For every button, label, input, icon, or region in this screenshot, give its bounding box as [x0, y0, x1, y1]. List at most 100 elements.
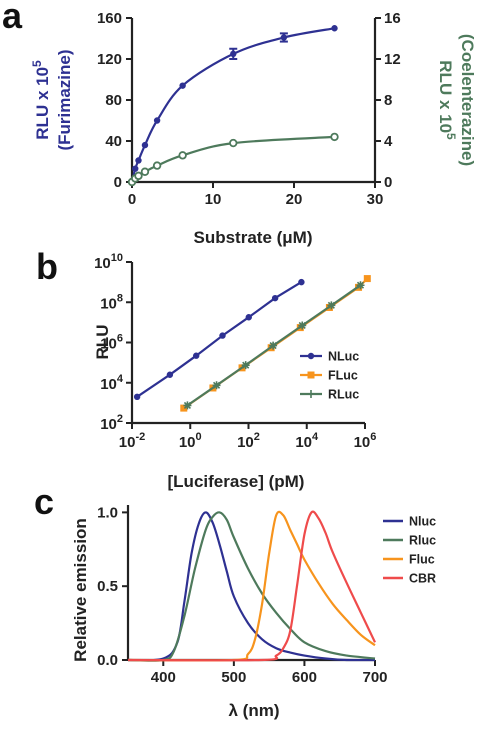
panel-b-RLuc-point [241, 361, 250, 370]
tick-exponent: 10 [111, 252, 123, 264]
panel-c-series-Fluc-line [127, 510, 376, 662]
panel-a-y2tick-label: 16 [384, 10, 401, 27]
panel-label-b: b [36, 246, 58, 287]
panel-a-series-0-point [331, 25, 338, 32]
panel-b-xlabel: [Luciferase] (pM) [168, 472, 305, 491]
panel-c-ytick-label: 0.5 [97, 578, 118, 595]
panel-b-FLuc-point [180, 404, 188, 412]
panel-b-xtick-label: 10-2 [119, 431, 145, 451]
panel-c-legend-Nluc-label: Nluc [409, 515, 436, 529]
tick-exponent: 8 [117, 292, 123, 304]
panel-a-y2tick-label: 12 [384, 51, 401, 68]
panel-c-series-Rluc-line [127, 511, 376, 662]
panel-b-ytick-label: 106 [100, 333, 123, 353]
panel-b-ytick-label: 108 [100, 292, 123, 312]
panel-b-ytick-label: 104 [100, 373, 124, 393]
panel-b-RLuc-point [212, 381, 221, 390]
panel-b-xtick-label: 104 [295, 431, 319, 451]
panel-c: c Relative emission λ (nm) 0.0 0.5 1.0 400 5… [34, 481, 436, 720]
panel-c-series-CBR-line [127, 510, 376, 662]
ylabel-exponent: 5 [30, 60, 44, 67]
tick-base: 10 [100, 336, 117, 353]
panel-b-xtick-label: 102 [237, 431, 260, 451]
panel-a-y2label: RLU x 105 (Coelenterazine) [436, 34, 477, 166]
tick-base: 10 [354, 434, 371, 451]
panel-c-legend-CBR-label: CBR [409, 572, 436, 586]
panel-b-ytick-label: 102 [100, 413, 123, 433]
panel-b-legend-FLuc-label: FLuc [328, 369, 358, 383]
panel-a-series-0-point [280, 34, 288, 41]
panel-c-xtick-label: 600 [292, 669, 317, 686]
panel-c-ytick-label: 1.0 [97, 504, 118, 521]
panel-a-ytick-label: 120 [97, 51, 122, 68]
panel-a-series-0-point [230, 50, 237, 58]
panel-c-legend-Rluc-label: Rluc [409, 534, 436, 548]
panel-a-xlabel: Substrate (μM) [193, 228, 312, 247]
panel-c-xlabel: λ (nm) [229, 701, 280, 720]
panel-b-legend-FLuc-marker [307, 371, 315, 379]
panel-b-ylabel: RLU [93, 325, 112, 360]
y2label-text: RLU x 10 [436, 60, 455, 133]
panel-b-NLuc-point [133, 393, 141, 401]
panel-b-xtick-label: 106 [354, 431, 377, 451]
panel-a-y2label-sub: (Coelenterazine) [458, 34, 477, 166]
tick-base: 10 [179, 434, 196, 451]
tick-base: 10 [100, 295, 117, 312]
panel-a-xtick-label: 30 [367, 191, 384, 208]
panel-b-legend-RLuc-marker [307, 390, 315, 398]
panel-a-ytick-label: 80 [105, 92, 122, 109]
panel-a-xtick-label: 0 [128, 191, 136, 208]
panel-b-NLuc-point [166, 371, 174, 378]
panel-a-series-1-point [229, 138, 238, 148]
y2label-exponent: 5 [444, 133, 458, 140]
panel-b-FLuc-point [363, 275, 371, 283]
tick-exponent: 6 [117, 333, 123, 345]
panel-a-ytick-label: 0 [114, 174, 122, 191]
panel-a-series-1-point [330, 132, 339, 142]
panel-a-xtick-label: 20 [286, 191, 303, 208]
tick-base: 10 [237, 434, 254, 451]
panel-c-legend-Fluc-label: Fluc [409, 553, 435, 567]
panel-a-series-1-point [178, 151, 187, 160]
panel-b: b RLU [Luciferase] (pM) 1021041061081010… [36, 246, 376, 491]
panel-c-xtick-label: 500 [221, 669, 246, 686]
panel-b-NLuc-point [219, 332, 226, 339]
panel-label-a: a [2, 0, 23, 36]
tick-base: 10 [94, 255, 111, 272]
panel-a-series-0-point [132, 165, 139, 172]
panel-b-NLuc-point [271, 294, 279, 302]
panel-a-y2label-main: RLU x 105 [436, 60, 458, 140]
panel-b-RLuc-point [298, 321, 307, 330]
panel-b-xtick-label: 100 [179, 431, 202, 451]
panel-c-ytick-label: 0.0 [97, 652, 118, 669]
panel-a-series-0-point [135, 157, 142, 164]
tick-exponent: 4 [117, 373, 124, 385]
tick-base: 10 [100, 416, 117, 433]
panel-b-legend-NLuc-label: NLuc [328, 350, 359, 364]
panel-a: a RLU x 105 (Furimazine) RLU x 105 (Coelen… [2, 0, 477, 247]
tick-base: 10 [119, 434, 136, 451]
tick-exponent: -2 [135, 431, 145, 443]
panel-a-series-0-point [153, 117, 161, 124]
panel-b-legend-RLuc-label: RLuc [328, 388, 359, 402]
panel-a-ylabel-sub: (Furimazine) [55, 49, 74, 150]
panel-b-ytick-label: 1010 [94, 252, 123, 272]
panel-b-RLuc-point [269, 341, 278, 350]
ylabel-text: RLU x 10 [33, 67, 52, 140]
panel-a-series-1-point [140, 167, 150, 176]
panel-c-series-Nluc-line [127, 511, 376, 662]
tick-exponent: 2 [254, 431, 260, 443]
panel-b-NLuc-point [192, 352, 200, 359]
panel-a-y2tick-label: 4 [384, 133, 393, 150]
panel-a-series-1-point [134, 171, 143, 181]
panel-a-series-0-point [141, 141, 149, 149]
panel-c-xtick-label: 400 [151, 669, 176, 686]
panel-label-c: c [34, 481, 54, 522]
panel-b-NLuc-point [298, 278, 305, 286]
panel-b-NLuc-point [245, 314, 252, 321]
panel-a-series-1-point [152, 161, 162, 170]
panel-a-xtick-label: 10 [205, 191, 222, 208]
panel-a-series-0-point [179, 82, 186, 89]
panel-a-y2tick-label: 8 [384, 92, 392, 109]
